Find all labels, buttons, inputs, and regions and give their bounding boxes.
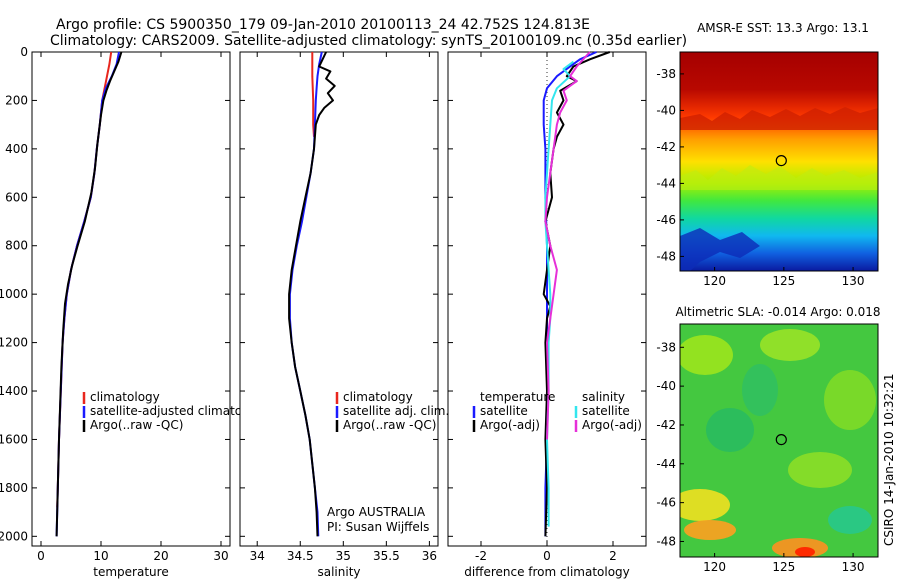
series-magenta-line bbox=[544, 51, 591, 440]
y-tick-label: 2000 bbox=[0, 529, 28, 543]
sla-map-image bbox=[680, 324, 878, 557]
map-y-tick-label: -48 bbox=[656, 249, 676, 263]
x-axis-label: salinity bbox=[317, 565, 360, 579]
sla-warm-patch-2 bbox=[684, 520, 736, 540]
x-tick-label: 0 bbox=[543, 549, 551, 563]
legend-label: Argo(-adj) bbox=[480, 418, 540, 432]
legend-label: Argo(-adj) bbox=[582, 418, 642, 432]
sla-blob-2 bbox=[760, 329, 820, 361]
map-x-tick-label: 130 bbox=[842, 560, 865, 574]
series-black-line bbox=[55, 51, 123, 537]
sst-front-2 bbox=[680, 165, 878, 190]
map-y-tick-label: -46 bbox=[656, 496, 676, 510]
map-x-tick-label: 125 bbox=[772, 560, 795, 574]
sla-blob-4 bbox=[706, 408, 754, 452]
map-x-tick-label: 120 bbox=[703, 274, 726, 288]
series-red-line bbox=[311, 52, 315, 137]
y-tick-label: 1800 bbox=[0, 481, 28, 495]
y-tick-label: 800 bbox=[5, 239, 28, 253]
map-y-tick-label: -46 bbox=[656, 213, 676, 227]
legend-label: Argo(..raw -QC) bbox=[90, 418, 183, 432]
x-tick-label: 34.5 bbox=[287, 549, 314, 563]
sla-map-title: Altimetric SLA: -0.014 Argo: 0.018 bbox=[675, 305, 880, 319]
sst-map: AMSR-E SST: 13.3 Argo: 13.1 120 125 130 -38… bbox=[656, 21, 879, 288]
legend-label: Argo(..raw -QC) bbox=[343, 418, 436, 432]
map-y-tick-label: -48 bbox=[656, 534, 676, 548]
x-axis-label: difference from climatology bbox=[464, 565, 630, 579]
map-x-tick-label: 130 bbox=[842, 274, 865, 288]
temperature-frame bbox=[31, 51, 231, 547]
map-y-tick-label: -42 bbox=[656, 418, 676, 432]
x-tick-label: -2 bbox=[475, 549, 487, 563]
sst-cold-patch bbox=[680, 228, 760, 271]
sst-map-title: AMSR-E SST: 13.3 Argo: 13.1 bbox=[697, 21, 869, 35]
x-tick-label: 20 bbox=[153, 549, 168, 563]
legend-label: satellite bbox=[582, 404, 630, 418]
sla-map-axes: 120 125 130 -38 -40 -42 -44 -46 -48 bbox=[656, 340, 864, 574]
side-timestamp: CSIRO 14-Jan-2010 10:32:21 bbox=[882, 374, 896, 546]
legend-label: climatology bbox=[343, 390, 413, 404]
legend-label: climatology bbox=[90, 390, 160, 404]
map-y-tick-label: -38 bbox=[656, 67, 676, 81]
y-tick-label: 1600 bbox=[0, 432, 28, 446]
x-axis-label: temperature bbox=[93, 565, 168, 579]
sst-argo-marker bbox=[775, 155, 787, 167]
x-tick-label: 34 bbox=[250, 549, 265, 563]
sla-blob-3 bbox=[824, 370, 876, 430]
y-tick-label: 200 bbox=[5, 93, 28, 107]
x-tick-label: 36 bbox=[422, 549, 437, 563]
sst-map-axes: 120 125 130 -38 -40 -42 -44 -46 -48 bbox=[656, 67, 864, 288]
legend-label: satellite bbox=[480, 404, 528, 418]
salinity-frame bbox=[239, 51, 439, 547]
map-y-tick-label: -40 bbox=[656, 103, 676, 117]
x-tick-label: 0 bbox=[37, 549, 45, 563]
temperature-panel: 0 10 20 30 temperature 0 200 400 600 800 1000 1200 1… bbox=[0, 45, 268, 579]
y-tick-label: 600 bbox=[5, 190, 28, 204]
sla-warm-patch-1 bbox=[680, 489, 730, 521]
salinity-panel: 34 34.5 35 35.5 36 salinity climatologysatelli… bbox=[239, 51, 449, 579]
sla-blob-1 bbox=[680, 335, 733, 375]
legend-label: salinity bbox=[582, 390, 625, 404]
x-tick-label: 2 bbox=[609, 549, 617, 563]
difference-panel: -2 0 2 difference from climatology temperatu… bbox=[447, 51, 647, 579]
sst-map-frame bbox=[679, 51, 879, 272]
y-tick-label: 1000 bbox=[0, 287, 28, 301]
sla-argo-marker bbox=[775, 434, 787, 446]
legend-label: temperature bbox=[480, 390, 555, 404]
y-tick-label: 0 bbox=[20, 45, 28, 59]
series-black-line bbox=[288, 51, 336, 537]
x-tick-label: 35 bbox=[336, 549, 351, 563]
sst-front-1 bbox=[680, 107, 878, 130]
y-tick-label: 1400 bbox=[0, 384, 28, 398]
legend-label: satellite-adjusted climatology bbox=[90, 404, 268, 418]
legend-label: satellite adj. clim. bbox=[343, 404, 449, 418]
header-line1: Argo profile: CS 5900350_179 09-Jan-2010… bbox=[56, 17, 590, 33]
panel-annotation: Argo AUSTRALIA bbox=[327, 505, 426, 519]
y-tick-label: 400 bbox=[5, 142, 28, 156]
map-y-tick-label: -38 bbox=[656, 340, 676, 354]
sla-map: Altimetric SLA: -0.014 Argo: 0.018 120 12… bbox=[656, 305, 880, 574]
map-y-tick-label: -44 bbox=[656, 176, 676, 190]
y-tick-label: 1200 bbox=[0, 336, 28, 350]
map-x-tick-label: 125 bbox=[772, 274, 795, 288]
sla-red-spot bbox=[795, 547, 815, 557]
panel-annotation: PI: Susan Wijffels bbox=[327, 520, 429, 534]
map-x-tick-label: 120 bbox=[703, 560, 726, 574]
map-y-tick-label: -42 bbox=[656, 140, 676, 154]
x-tick-label: 30 bbox=[213, 549, 228, 563]
sla-cool-patch bbox=[828, 506, 872, 534]
sst-map-image bbox=[680, 52, 878, 271]
header-line2: Climatology: CARS2009. Satellite-adjuste… bbox=[50, 33, 687, 49]
x-tick-label: 10 bbox=[93, 549, 108, 563]
x-tick-label: 35.5 bbox=[373, 549, 400, 563]
sla-blob-5 bbox=[788, 452, 852, 488]
sla-blob-6 bbox=[742, 364, 778, 416]
sla-map-frame bbox=[679, 323, 879, 558]
map-y-tick-label: -40 bbox=[656, 379, 676, 393]
map-y-tick-label: -44 bbox=[656, 457, 676, 471]
